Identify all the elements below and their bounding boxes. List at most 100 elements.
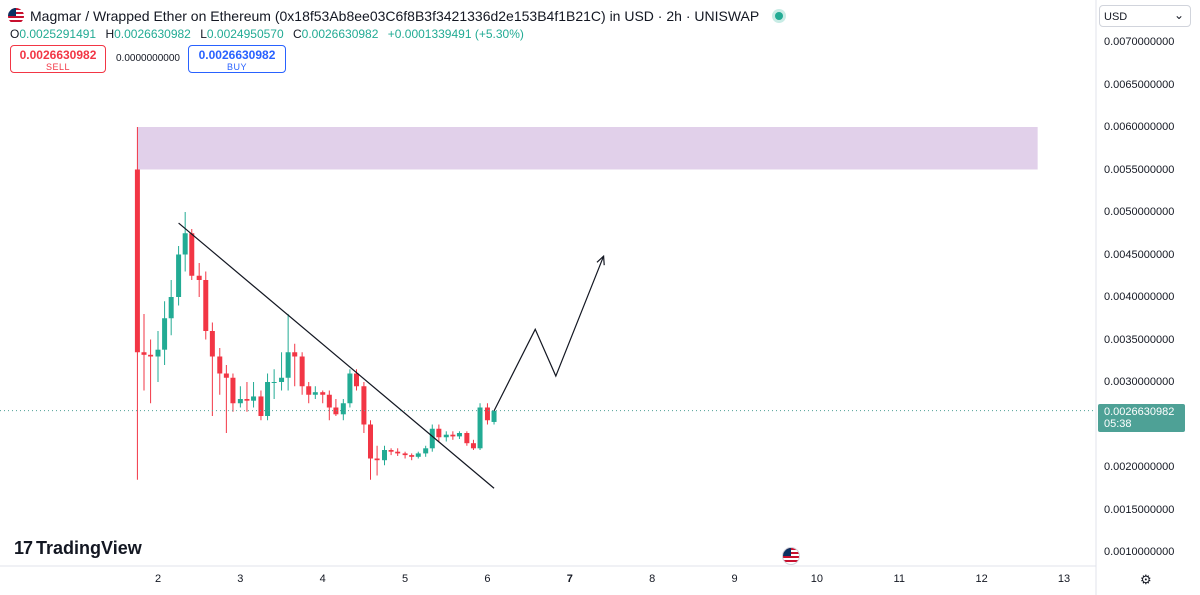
candle-body	[230, 377, 236, 404]
candle-body	[237, 399, 243, 404]
candle	[237, 386, 243, 408]
open-value: 0.0025291491	[19, 27, 97, 41]
y-tick-label: 0.0040000000	[1104, 291, 1175, 303]
x-tick-label: 9	[731, 573, 738, 585]
x-tick-label: 13	[1057, 573, 1071, 585]
candle-body	[155, 349, 161, 357]
candle-body	[141, 352, 147, 355]
candle	[423, 445, 429, 457]
candle-body	[168, 297, 174, 319]
candle	[395, 448, 401, 456]
candle	[306, 382, 312, 404]
candle	[470, 439, 476, 450]
candle-body	[409, 455, 415, 457]
low-label: L	[200, 27, 207, 41]
currency-select[interactable]: USD ⌄	[1099, 5, 1191, 27]
y-tick-label: 0.0070000000	[1104, 36, 1175, 48]
candle	[456, 431, 462, 439]
change-value: +0.0001339491 (+5.30%)	[387, 27, 524, 41]
candle	[141, 314, 147, 391]
high-label: H	[105, 27, 115, 41]
candle	[182, 212, 188, 272]
candle-body	[443, 434, 449, 438]
candle-body	[209, 331, 215, 357]
candle	[347, 369, 353, 408]
candle-body	[423, 448, 429, 454]
candle-body	[182, 233, 188, 255]
buy-price: 0.0026630982	[198, 48, 276, 62]
candle-body	[265, 382, 271, 416]
candle-body	[353, 373, 359, 387]
candle-body	[388, 450, 394, 452]
buy-button[interactable]: 0.0026630982 BUY	[188, 45, 286, 73]
sell-price: 0.0026630982	[19, 48, 97, 62]
candle	[299, 352, 305, 395]
candle	[333, 399, 339, 416]
candle	[450, 431, 456, 440]
y-tick-label: 0.0045000000	[1104, 248, 1175, 261]
candle	[168, 280, 174, 336]
symbol-title[interactable]: Magmar / Wrapped Ether on Ethereum (0x18…	[30, 8, 760, 24]
candle-body	[333, 407, 339, 415]
close-label: C	[292, 27, 302, 41]
candle-body	[402, 453, 408, 456]
candle-body	[189, 233, 195, 276]
low-value: 0.0024950570	[206, 27, 284, 41]
candle	[436, 424, 442, 442]
candle	[271, 369, 277, 399]
open-label: O	[10, 27, 20, 41]
x-tick-label: 3	[237, 573, 244, 585]
us-flag-icon[interactable]	[782, 547, 800, 565]
sell-label: SELL	[45, 62, 71, 72]
y-tick-label: 0.0060000000	[1104, 121, 1175, 133]
candle	[189, 229, 195, 280]
tradingview-logo[interactable]: 17 TradingView	[14, 538, 142, 559]
close-value: 0.0026630982	[301, 27, 379, 41]
market-status-icon[interactable]	[775, 12, 784, 20]
x-tick-label: 6	[484, 573, 491, 585]
y-tick-label: 0.0015000000	[1104, 503, 1175, 516]
candle-body	[450, 434, 456, 437]
gear-icon[interactable]: ⚙	[1140, 572, 1152, 587]
candle-body	[162, 318, 168, 350]
candle	[251, 382, 257, 408]
candle	[265, 373, 271, 421]
candle-body	[347, 373, 353, 404]
candle	[196, 263, 202, 297]
candle-body	[484, 407, 490, 421]
chart-header: Magmar / Wrapped Ether on Ethereum (0x18…	[8, 6, 784, 26]
axes-frame	[0, 0, 1097, 595]
candle	[402, 451, 408, 459]
candle	[134, 127, 140, 480]
candle	[209, 322, 215, 416]
y-tick-label: 0.0030000000	[1104, 376, 1175, 388]
y-tick-label: 0.0055000000	[1104, 163, 1175, 176]
high-value: 0.0026630982	[114, 27, 191, 41]
candle-body	[285, 352, 291, 378]
candle	[279, 352, 285, 391]
sell-button[interactable]: 0.0026630982 SELL	[10, 45, 106, 73]
x-tick-label: 10	[810, 573, 824, 585]
candle	[491, 410, 497, 425]
candle	[367, 420, 373, 480]
candle-body	[244, 399, 250, 401]
candle-body	[306, 386, 312, 395]
candle-body	[320, 392, 326, 395]
candle-body	[271, 382, 277, 383]
candle-body	[415, 453, 421, 457]
candle-body	[134, 169, 140, 353]
chevron-down-icon: ⌄	[1173, 8, 1184, 22]
candle	[292, 343, 298, 387]
candle	[382, 445, 387, 466]
x-tick-label: 7	[566, 573, 573, 585]
y-tick-label: 0.0050000000	[1104, 206, 1175, 218]
bar-countdown: 05:38	[1104, 418, 1132, 430]
last-price-tag: 0.0026630982 05:38	[1098, 404, 1185, 432]
arrow-head	[596, 254, 605, 266]
candle-body	[299, 356, 305, 387]
candle	[285, 314, 291, 391]
candle-body	[367, 424, 373, 459]
tradingview-logo-mark: 17	[14, 538, 33, 558]
candle	[340, 399, 346, 421]
